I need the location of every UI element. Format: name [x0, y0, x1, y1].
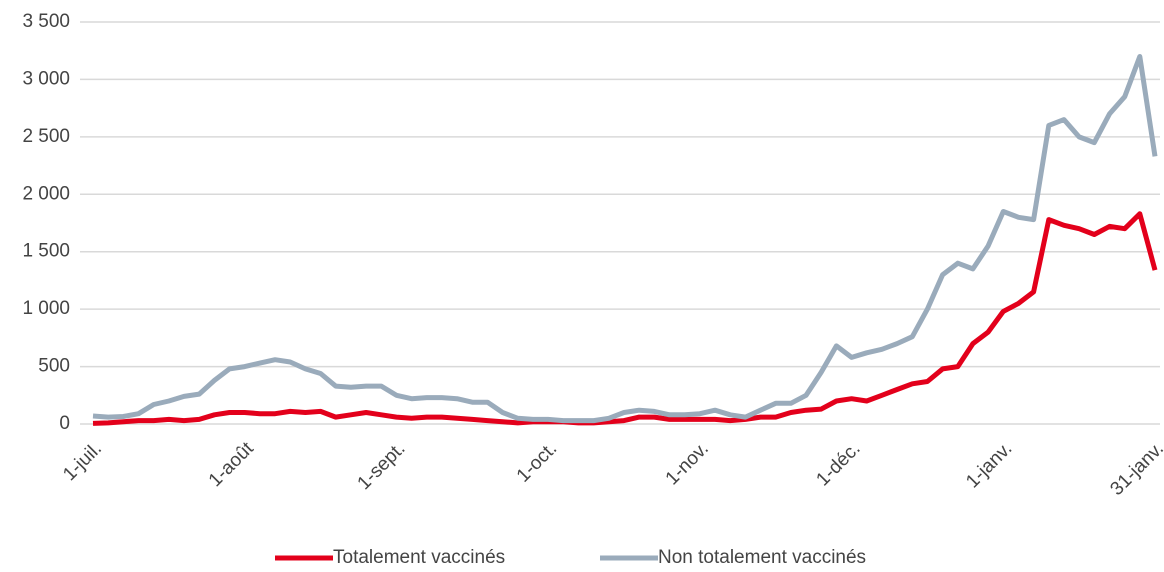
y-tick-label: 2 000 — [22, 183, 70, 204]
x-tick-label: 1-juil. — [59, 438, 106, 485]
legend-label: Totalement vaccinés — [333, 547, 505, 568]
x-tick-label: 1-nov. — [662, 438, 713, 489]
x-tick-label: 1-déc. — [812, 438, 864, 490]
y-tick-label: 3 000 — [22, 68, 70, 89]
y-tick-label: 500 — [38, 356, 70, 377]
x-tick-label: 1-sept. — [354, 438, 410, 494]
x-tick-label: 1-août — [205, 438, 258, 491]
legend-label: Non totalement vaccinés — [658, 547, 866, 568]
y-tick-label: 0 — [59, 413, 70, 434]
y-tick-label: 1 000 — [22, 298, 70, 319]
series-line — [92, 211, 1158, 426]
y-tick-label: 3 500 — [22, 11, 70, 32]
series-line — [92, 54, 1158, 424]
x-tick-label: 31-janv. — [1106, 438, 1164, 500]
x-tick-label: 1-janv. — [962, 438, 1016, 492]
y-tick-label: 2 500 — [22, 126, 70, 147]
y-tick-label: 1 500 — [22, 241, 70, 262]
x-tick-label: 1-oct. — [513, 438, 561, 486]
